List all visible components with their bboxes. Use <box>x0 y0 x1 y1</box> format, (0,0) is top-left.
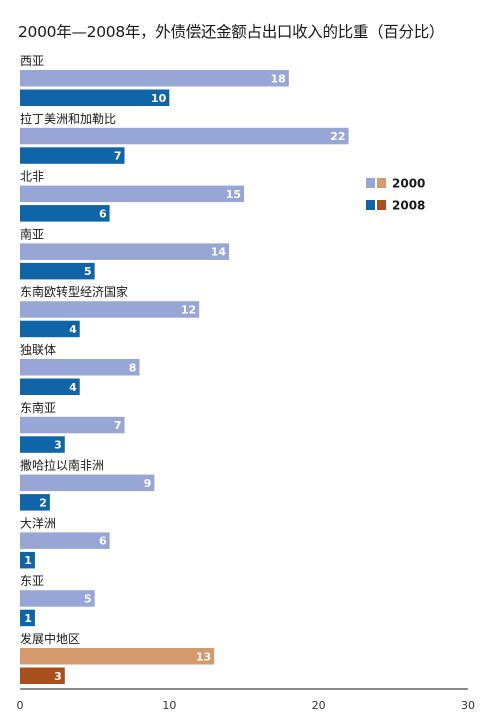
bar-2000 <box>20 648 215 665</box>
legend-swatch-2000-highlight <box>377 178 386 188</box>
x-tick-label: 30 <box>461 699 475 712</box>
data-label: 1 <box>24 554 32 567</box>
data-label: 4 <box>69 381 77 394</box>
bar-2008 <box>20 320 80 338</box>
data-label: 22 <box>330 130 345 143</box>
data-label: 14 <box>211 246 227 259</box>
data-label: 18 <box>270 72 285 85</box>
data-label: 8 <box>129 361 137 374</box>
bar-2000 <box>20 416 125 434</box>
bar-2008 <box>20 378 80 395</box>
category-label: 东亚 <box>20 574 44 588</box>
data-label: 7 <box>114 150 122 163</box>
bar-2008 <box>20 147 125 164</box>
data-label: 6 <box>99 535 107 548</box>
category-label: 大洋洲 <box>20 515 56 530</box>
legend-swatch-2008 <box>366 200 375 210</box>
legend-label-2000: 2000 <box>392 177 425 191</box>
legend-swatch-2008-highlight <box>377 200 386 210</box>
x-tick-label: 0 <box>17 699 24 712</box>
category-label: 撒哈拉以南非洲 <box>20 458 104 473</box>
bar-2008 <box>20 436 65 453</box>
data-label: 5 <box>84 592 92 605</box>
data-label: 4 <box>69 323 77 336</box>
bar-2008 <box>20 262 95 280</box>
data-label: 3 <box>54 439 62 452</box>
data-label: 1 <box>24 612 32 625</box>
category-label: 北非 <box>20 170 44 184</box>
legend-label-2008: 2008 <box>392 199 425 213</box>
data-label: 13 <box>196 650 211 663</box>
bar-2008 <box>20 609 35 627</box>
data-label: 10 <box>151 92 167 105</box>
category-label: 独联体 <box>20 343 56 357</box>
bar-2000 <box>20 127 349 145</box>
category-label: 南亚 <box>20 226 44 241</box>
category-label: 东南亚 <box>20 400 56 415</box>
category-label: 发展中地区 <box>20 631 80 646</box>
data-label: 2 <box>39 496 47 509</box>
data-label: 9 <box>144 477 152 490</box>
category-label: 拉丁美洲和加勒比 <box>20 111 116 126</box>
category-label: 东南欧转型经济国家 <box>20 284 128 299</box>
bar-2000 <box>20 70 289 87</box>
x-tick-label: 10 <box>162 699 176 712</box>
legend-swatch-2000 <box>366 178 375 188</box>
bar-2000 <box>20 474 155 492</box>
bar-2000 <box>20 301 200 318</box>
data-label: 7 <box>114 419 122 432</box>
bar-2008 <box>20 494 50 511</box>
x-tick-label: 20 <box>312 699 326 712</box>
data-label: 15 <box>226 188 241 201</box>
bar-2000 <box>20 590 95 607</box>
bar-2000 <box>20 243 230 260</box>
bar-2008 <box>20 551 35 569</box>
bar-2000 <box>20 359 140 376</box>
category-label: 西亚 <box>20 54 44 68</box>
data-label: 5 <box>84 265 92 278</box>
data-label: 3 <box>54 670 62 683</box>
data-label: 6 <box>99 207 107 220</box>
bar-2000 <box>20 185 244 203</box>
bar-2008 <box>20 89 170 106</box>
bar-2008 <box>20 205 110 222</box>
chart-title: 2000年—2008年，外债偿还金额占出口收入的比重（百分比） <box>18 23 445 41</box>
data-label: 12 <box>181 303 196 316</box>
bar-2008 <box>20 667 65 684</box>
bar-2000 <box>20 532 110 549</box>
